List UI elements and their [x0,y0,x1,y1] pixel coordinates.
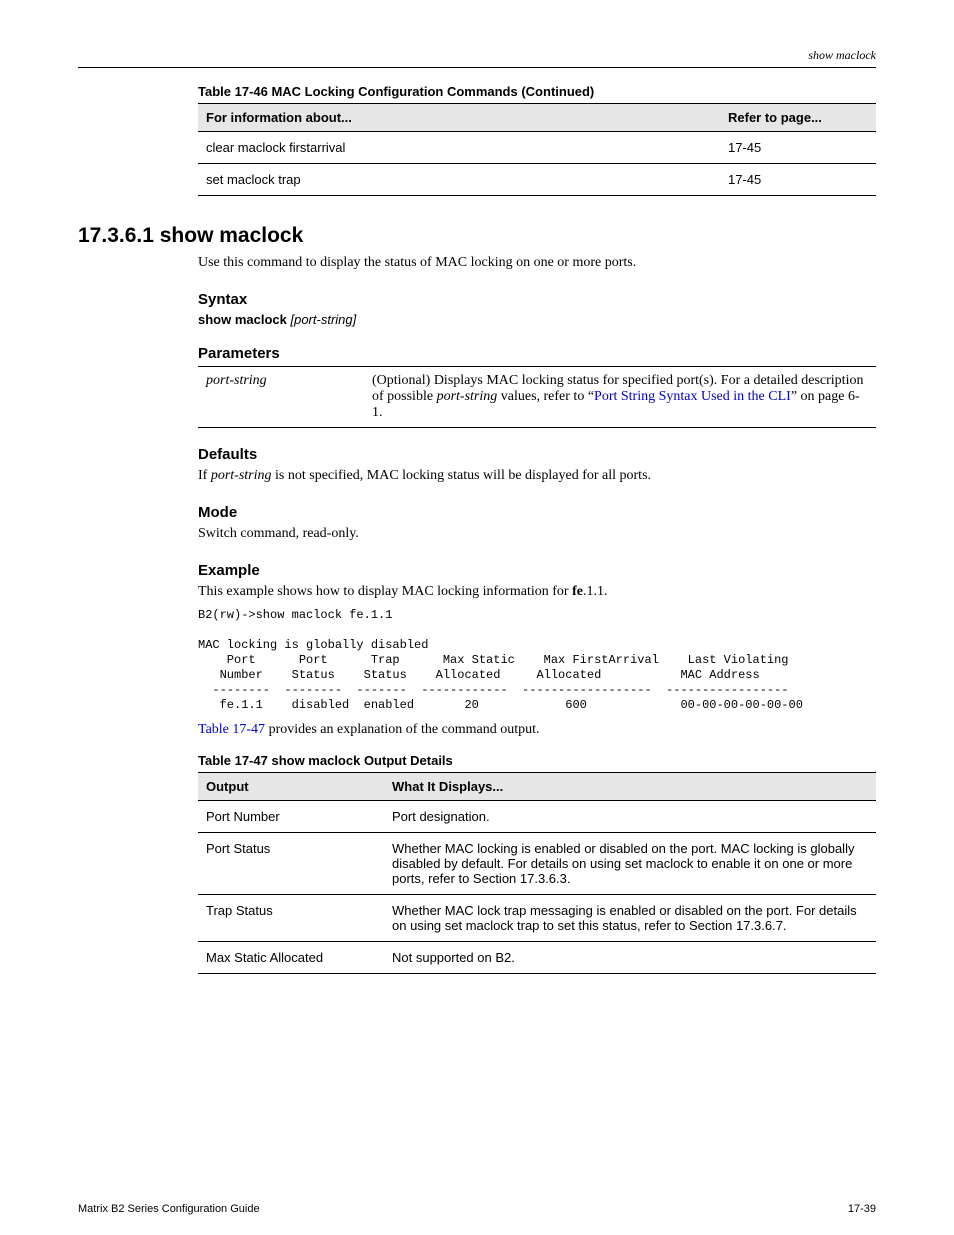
cli-output: B2(rw)->show maclock fe.1.1 MAC locking … [198,608,876,713]
mode-heading: Mode [198,504,876,521]
running-header: show maclock [78,48,876,63]
table-cell: Not supported on B2. [384,942,876,974]
table-row: Port Number Port designation. [198,801,876,833]
table-46-caption: Table 17-46 MAC Locking Configuration Co… [198,84,876,99]
table-47-caption: Table 17-47 show maclock Output Details [198,753,876,768]
table-cell: Port designation. [384,801,876,833]
content-area: Table 17-46 MAC Locking Configuration Co… [198,84,876,974]
section-title: 17.3.6.1 show maclock [78,224,876,248]
output-reference: Table 17-47 provides an explanation of t… [198,721,876,740]
param-name-cell: port-string [198,366,364,427]
defaults-italic: port-string [211,468,272,483]
footer-right: 17-39 [848,1203,876,1215]
port-string-syntax-link[interactable]: Port String Syntax Used in the CLI [594,389,791,404]
table-cell: clear maclock firstarrival [198,132,720,164]
defaults-heading: Defaults [198,446,876,463]
example-pre: This example shows how to display MAC lo… [198,584,572,599]
defaults-post: is not specified, MAC locking status wil… [272,468,652,483]
table-row: clear maclock firstarrival 17-45 [198,132,876,164]
section-desc: Use this command to display the status o… [198,254,876,273]
example-bold: fe [572,584,583,599]
param-desc-text: values, refer to “ [497,389,594,404]
table-cell: Whether MAC lock trap messaging is enabl… [384,895,876,942]
table-row: port-string (Optional) Displays MAC lock… [198,366,876,427]
table-cell: Whether MAC locking is enabled or disabl… [384,833,876,895]
param-desc-cell: (Optional) Displays MAC locking status f… [364,366,876,427]
syntax-cmd: show maclock [198,312,290,327]
parameters-table: port-string (Optional) Displays MAC lock… [198,366,876,428]
syntax-optional: [port-string] [290,312,356,327]
table-cell: Trap Status [198,895,384,942]
table-cell: Port Status [198,833,384,895]
table-cell: 17-45 [720,132,876,164]
param-desc-italic: port-string [437,389,498,404]
footer-left: Matrix B2 Series Configuration Guide [78,1203,260,1215]
table-47-header-0: Output [198,773,384,801]
table-row: set maclock trap 17-45 [198,164,876,196]
table-cell: set maclock trap [198,164,720,196]
table-46-header-1: Refer to page... [720,104,876,132]
table-47: Output What It Displays... Port Number P… [198,772,876,974]
mode-text: Switch command, read-only. [198,525,876,544]
table-47-header-1: What It Displays... [384,773,876,801]
syntax-heading: Syntax [198,291,876,308]
example-post: .1.1. [583,584,608,599]
example-heading: Example [198,562,876,579]
table-46: For information about... Refer to page..… [198,103,876,196]
top-rule [78,67,876,68]
output-reference-text: provides an explanation of the command o… [265,722,540,737]
table-46-header-0: For information about... [198,104,720,132]
table-row: Port Status Whether MAC locking is enabl… [198,833,876,895]
defaults-text: If port-string is not specified, MAC loc… [198,467,876,486]
table-47-link[interactable]: Table 17-47 [198,722,265,737]
table-cell: Port Number [198,801,384,833]
table-row: Trap Status Whether MAC lock trap messag… [198,895,876,942]
example-text: This example shows how to display MAC lo… [198,583,876,602]
parameters-heading: Parameters [198,345,876,362]
table-row: Max Static Allocated Not supported on B2… [198,942,876,974]
defaults-pre: If [198,468,211,483]
page-footer: Matrix B2 Series Configuration Guide 17-… [78,1203,876,1215]
table-cell: 17-45 [720,164,876,196]
table-cell: Max Static Allocated [198,942,384,974]
syntax-line: show maclock [port-string] [198,312,876,327]
page: show maclock Table 17-46 MAC Locking Con… [0,0,954,1235]
